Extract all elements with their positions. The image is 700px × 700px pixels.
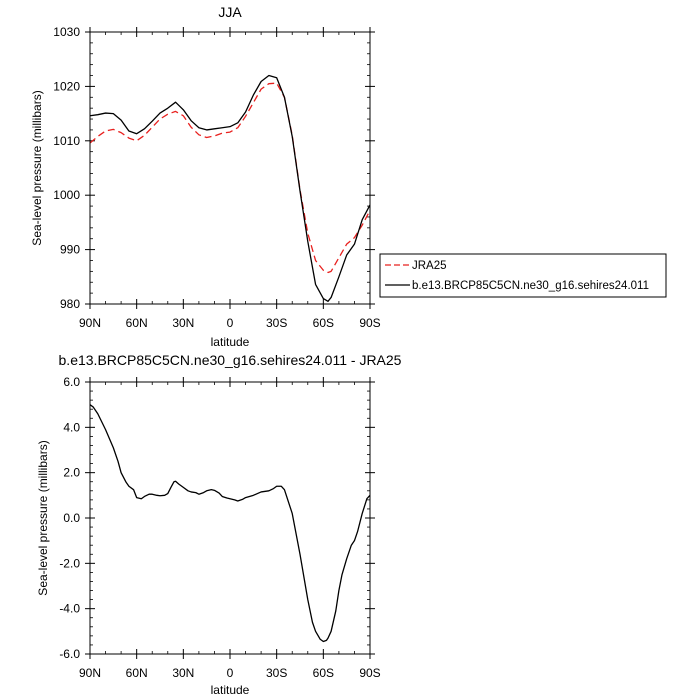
panel-bottom-title: b.e13.BRCP85C5CN.ne30_g16.sehires24.011 …: [59, 352, 402, 368]
panel-bottom: b.e13.BRCP85C5CN.ne30_g16.sehires24.011 …: [36, 352, 402, 697]
legend: JRA25 b.e13.BRCP85C5CN.ne30_g16.sehires2…: [379, 253, 667, 298]
panel-bottom-y-tick-label: -6.0: [59, 647, 80, 661]
panel-bottom-y-tick-labels: -6.0 -4.0 -2.0 0.0 2.0 4.0 6.0: [59, 375, 80, 661]
panel-top-y-tick-label: 1000: [53, 188, 80, 202]
legend-box: [379, 253, 667, 298]
panel-top-title: JJA: [218, 4, 242, 20]
panel-bottom-y-tick-label: 0.0: [63, 511, 80, 525]
panel-bottom-frame: [89, 381, 371, 655]
panel-top-x-tick-label: 0: [227, 316, 234, 330]
panel-top-x-tick-label: 60N: [126, 316, 148, 330]
panel-top-y-tick-label: 980: [60, 297, 80, 311]
panel-top-y-tick-label: 1020: [53, 79, 80, 93]
legend-label-model: b.e13.BRCP85C5CN.ne30_g16.sehires24.011: [412, 280, 649, 292]
panel-top-x-tick-label: 90S: [359, 316, 380, 330]
panel-top-x-tick-label: 30N: [172, 316, 194, 330]
panel-top-y-tick-label: 1030: [53, 25, 80, 39]
legend-label-jra25: JRA25: [412, 260, 447, 272]
panel-bottom-y-tick-label: 6.0: [63, 375, 80, 389]
panel-bottom-x-tick-label: 30S: [266, 666, 287, 680]
panel-bottom-x-tick-label: 30N: [172, 666, 194, 680]
panel-bottom-y-tick-label: 2.0: [63, 466, 80, 480]
panel-bottom-series-line-1: [89, 404, 371, 643]
panel-top-x-tick-labels: 90N 60N 30N 0 30S 60S 90S: [79, 316, 381, 330]
panel-bottom-x-tick-label: 60S: [313, 666, 334, 680]
panel-bottom-x-tick-labels: 90N 60N 30N 0 30S 60S 90S: [79, 666, 381, 680]
panel-top-y-tick-label: 990: [60, 243, 80, 257]
panel-bottom-series: [89, 404, 371, 643]
panel-top-y-axis-label: Sea-level pressure (millibars): [30, 90, 44, 245]
panel-bottom-x-tick-label: 90S: [359, 666, 380, 680]
panel-top-frame: [89, 31, 371, 305]
panel-top-ticks: [85, 27, 375, 309]
panel-top-y-tick-label: 1010: [53, 134, 80, 148]
panel-bottom-x-tick-label: 90N: [79, 666, 101, 680]
panel-bottom-y-tick-label: -4.0: [59, 602, 80, 616]
panel-bottom-x-tick-label: 0: [227, 666, 234, 680]
panel-bottom-ticks: [85, 377, 375, 659]
panel-top: JJA 980 990 1000 1010 1020 1030 90N 60N 30N 0 30S…: [30, 4, 381, 349]
panel-bottom-y-tick-label: 4.0: [63, 420, 80, 434]
panel-bottom-y-axis-label: Sea-level pressure (millibars): [36, 440, 50, 595]
panel-top-x-axis-label: latitude: [211, 335, 250, 349]
panel-bottom-x-tick-label: 60N: [126, 666, 148, 680]
panel-bottom-y-tick-label: -2.0: [59, 556, 80, 570]
panel-top-series-line-2: [89, 74, 371, 302]
panel-top-x-tick-label: 90N: [79, 316, 101, 330]
panel-top-x-tick-label: 60S: [313, 316, 334, 330]
panel-bottom-x-axis-label: latitude: [211, 683, 250, 697]
panel-top-series-line-1: [89, 82, 371, 274]
panel-top-series: [89, 74, 371, 302]
panel-top-x-tick-label: 30S: [266, 316, 287, 330]
panel-top-y-tick-labels: 980 990 1000 1010 1020 1030: [53, 25, 80, 311]
